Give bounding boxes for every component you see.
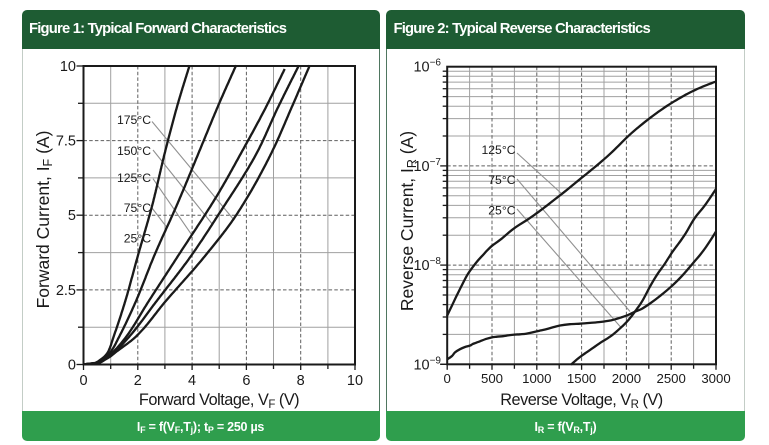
- svg-text:150°C: 150°C: [117, 144, 151, 158]
- svg-text:125°C: 125°C: [481, 143, 515, 157]
- svg-text:1500: 1500: [567, 371, 596, 386]
- svg-text:Forward Current, IF (A): Forward Current, IF (A): [33, 131, 55, 309]
- svg-text:4: 4: [188, 373, 196, 389]
- svg-text:Forward Voltage, VF (V): Forward Voltage, VF (V): [139, 391, 299, 411]
- svg-text:2.5: 2.5: [56, 283, 76, 299]
- svg-text:1000: 1000: [522, 371, 551, 386]
- svg-text:0: 0: [79, 373, 87, 389]
- svg-text:10−6: 10−6: [413, 58, 441, 76]
- svg-text:75°C: 75°C: [124, 201, 151, 215]
- svg-text:10: 10: [60, 59, 76, 75]
- svg-text:0: 0: [68, 358, 76, 374]
- svg-text:10: 10: [347, 373, 363, 389]
- svg-text:175°C: 175°C: [117, 113, 151, 127]
- svg-text:125°C: 125°C: [117, 171, 151, 185]
- svg-text:Reverse Current, IR (A): Reverse Current, IR (A): [397, 131, 419, 311]
- svg-text:7.5: 7.5: [56, 134, 76, 150]
- svg-text:3000: 3000: [701, 371, 730, 386]
- svg-text:25°C: 25°C: [124, 232, 151, 246]
- svg-text:5: 5: [68, 208, 76, 224]
- svg-text:500: 500: [481, 371, 503, 386]
- svg-text:8: 8: [297, 373, 305, 389]
- svg-text:25°C: 25°C: [488, 204, 515, 218]
- svg-text:2500: 2500: [657, 371, 686, 386]
- svg-text:10−9: 10−9: [413, 355, 441, 373]
- svg-text:2: 2: [134, 373, 142, 389]
- svg-text:75°C: 75°C: [488, 173, 515, 187]
- svg-text:0: 0: [444, 371, 451, 386]
- svg-text:6: 6: [242, 373, 250, 389]
- svg-text:10−8: 10−8: [413, 256, 441, 274]
- svg-text:Reverse Voltage, VR (V): Reverse Voltage, VR (V): [500, 391, 663, 411]
- svg-text:2000: 2000: [612, 371, 641, 386]
